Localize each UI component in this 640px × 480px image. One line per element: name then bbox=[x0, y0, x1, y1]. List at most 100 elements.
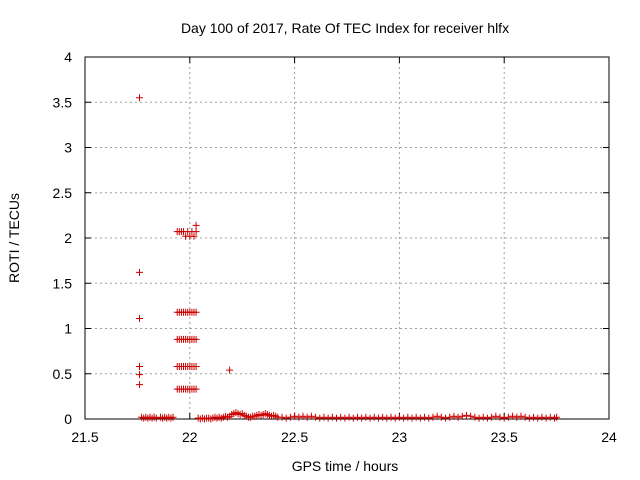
data-point bbox=[374, 414, 382, 422]
data-points bbox=[135, 94, 561, 423]
data-point bbox=[192, 221, 200, 229]
data-point bbox=[169, 413, 177, 421]
y-tick-label: 3.5 bbox=[53, 94, 73, 110]
x-tick-labels: 21.5 22 22.5 23 23.5 24 bbox=[71, 429, 617, 445]
y-tick-label: 1.5 bbox=[53, 275, 73, 291]
data-point bbox=[553, 413, 561, 421]
y-tick-label: 0.5 bbox=[53, 366, 73, 382]
data-point bbox=[509, 412, 517, 420]
data-point bbox=[366, 414, 374, 422]
data-point bbox=[316, 414, 324, 422]
data-point bbox=[521, 413, 529, 421]
data-point bbox=[530, 413, 538, 421]
data-point bbox=[341, 414, 349, 422]
data-point bbox=[400, 414, 408, 422]
y-tick-label: 3 bbox=[64, 140, 72, 156]
data-point bbox=[538, 413, 546, 421]
data-point bbox=[345, 413, 353, 421]
x-tick-label: 23.5 bbox=[491, 429, 518, 445]
data-point bbox=[408, 414, 416, 422]
data-point bbox=[475, 414, 483, 422]
y-tick-label: 2 bbox=[64, 230, 72, 246]
data-point bbox=[362, 413, 370, 421]
axis-ticks bbox=[84, 56, 610, 420]
data-point bbox=[312, 413, 320, 421]
data-point bbox=[462, 411, 470, 419]
grid-lines bbox=[85, 57, 609, 419]
data-point bbox=[383, 414, 391, 422]
data-point bbox=[135, 268, 143, 276]
y-axis-label: ROTI / TECUs bbox=[6, 193, 22, 283]
data-point bbox=[500, 414, 508, 422]
data-point bbox=[379, 413, 387, 421]
data-point bbox=[458, 412, 466, 420]
data-point bbox=[395, 413, 403, 421]
data-point bbox=[471, 413, 479, 421]
data-point bbox=[391, 414, 399, 422]
data-point bbox=[192, 308, 200, 316]
data-point bbox=[291, 412, 299, 420]
data-point bbox=[450, 412, 458, 420]
data-point bbox=[525, 414, 533, 422]
data-point bbox=[425, 414, 433, 422]
data-point bbox=[278, 413, 286, 421]
data-point bbox=[192, 335, 200, 343]
data-point bbox=[504, 413, 512, 421]
data-point bbox=[370, 413, 378, 421]
data-point bbox=[226, 366, 234, 374]
data-point bbox=[282, 414, 290, 422]
data-point bbox=[353, 413, 361, 421]
data-point bbox=[513, 413, 521, 421]
x-tick-label: 21.5 bbox=[71, 429, 98, 445]
data-point bbox=[303, 413, 311, 421]
data-point bbox=[324, 414, 332, 422]
chart-title: Day 100 of 2017, Rate Of TEC Index for r… bbox=[181, 20, 509, 36]
data-point bbox=[307, 412, 315, 420]
data-point bbox=[192, 228, 200, 236]
data-point bbox=[333, 414, 341, 422]
data-point bbox=[488, 413, 496, 421]
y-tick-label: 2.5 bbox=[53, 185, 73, 201]
x-tick-label: 22 bbox=[182, 429, 198, 445]
data-point bbox=[295, 413, 303, 421]
data-point bbox=[349, 414, 357, 422]
y-tick-label: 4 bbox=[64, 49, 72, 65]
data-point bbox=[479, 413, 487, 421]
data-point bbox=[387, 413, 395, 421]
x-tick-label: 22.5 bbox=[281, 429, 308, 445]
data-point bbox=[467, 412, 475, 420]
data-point bbox=[286, 413, 294, 421]
data-point bbox=[152, 414, 160, 422]
data-point bbox=[546, 413, 554, 421]
data-point bbox=[421, 413, 429, 421]
data-point bbox=[446, 413, 454, 421]
data-point bbox=[429, 413, 437, 421]
y-tick-labels: 0 0.5 1 1.5 2 2.5 3 3.5 4 bbox=[53, 49, 73, 427]
data-point bbox=[135, 94, 143, 102]
data-point bbox=[135, 315, 143, 323]
data-point bbox=[135, 381, 143, 389]
data-point bbox=[135, 371, 143, 379]
data-point bbox=[534, 414, 542, 422]
data-point bbox=[416, 414, 424, 422]
x-axis-label: GPS time / hours bbox=[292, 458, 399, 474]
data-point bbox=[542, 414, 550, 422]
data-point bbox=[135, 363, 143, 371]
data-point bbox=[442, 414, 450, 422]
data-point bbox=[337, 413, 345, 421]
data-point bbox=[328, 413, 336, 421]
x-tick-label: 24 bbox=[601, 429, 617, 445]
data-point bbox=[496, 413, 504, 421]
x-tick-label: 23 bbox=[392, 429, 408, 445]
data-point bbox=[437, 413, 445, 421]
data-point bbox=[192, 385, 200, 393]
y-tick-label: 1 bbox=[64, 321, 72, 337]
y-tick-label: 0 bbox=[64, 411, 72, 427]
data-point bbox=[299, 412, 307, 420]
data-point bbox=[192, 363, 200, 371]
data-point bbox=[404, 413, 412, 421]
data-point bbox=[492, 412, 500, 420]
data-point bbox=[433, 412, 441, 420]
data-point bbox=[454, 413, 462, 421]
